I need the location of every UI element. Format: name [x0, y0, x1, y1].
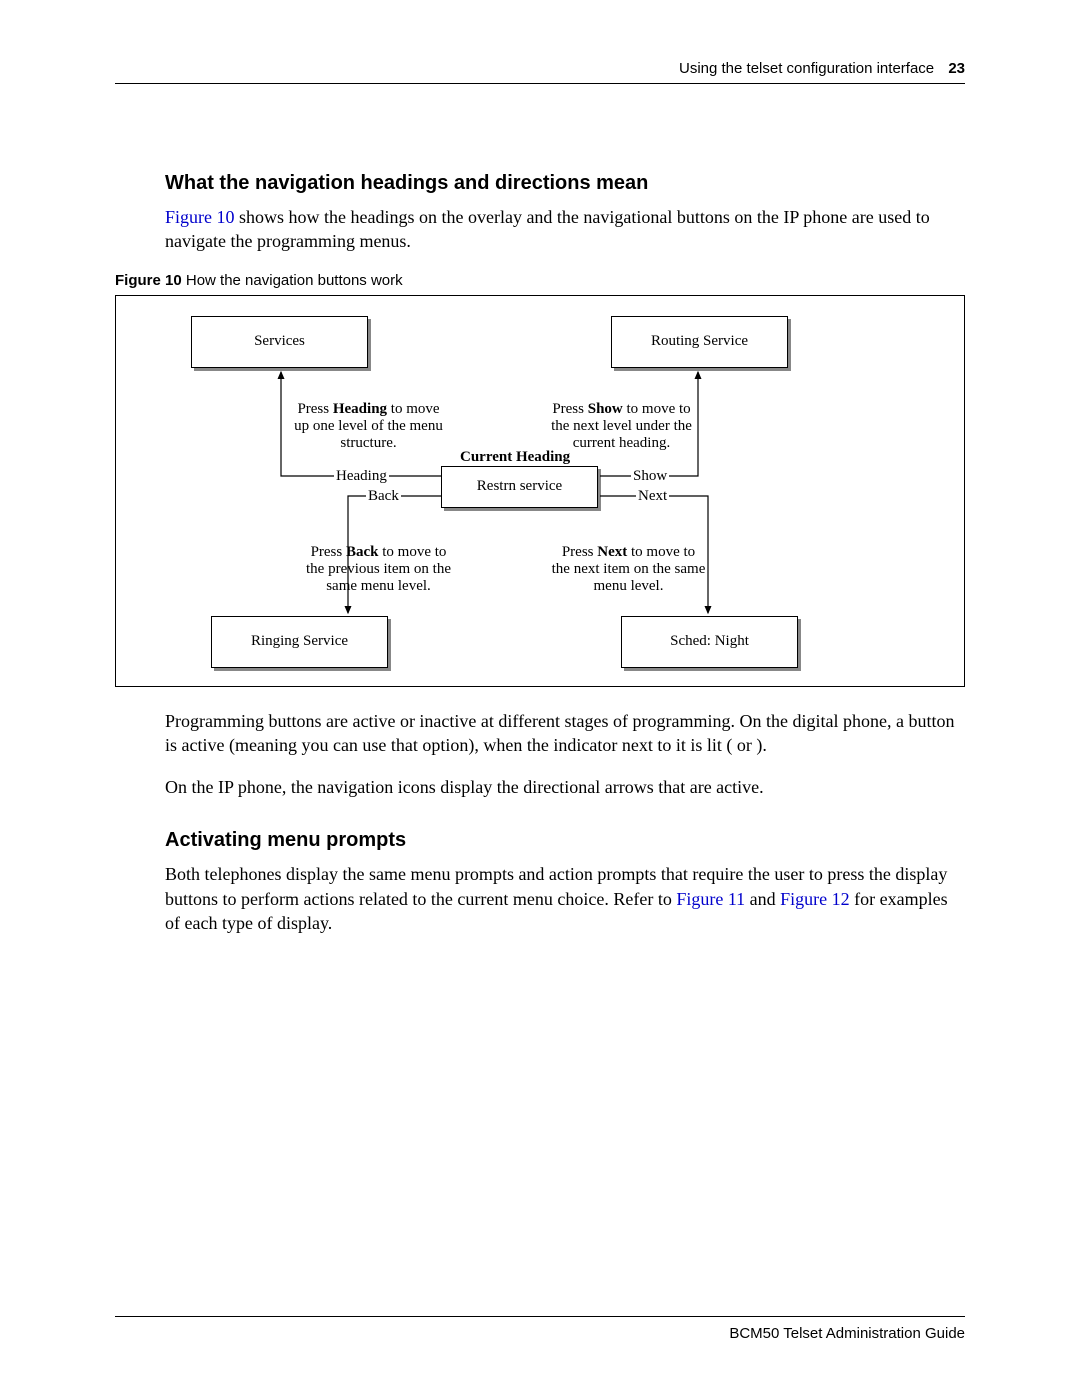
figure10-link[interactable]: Figure 10 [165, 207, 235, 227]
edge-heading: Heading [334, 468, 389, 485]
figure11-link[interactable]: Figure 11 [676, 889, 745, 909]
section2-title: Activating menu prompts [165, 829, 965, 852]
para-programming: Programming buttons are active or inacti… [165, 709, 965, 758]
footer: BCM50 Telset Administration Guide [115, 1316, 965, 1342]
figure12-link[interactable]: Figure 12 [780, 889, 850, 909]
diagram-lines [116, 296, 964, 686]
section1-title: What the navigation headings and directi… [165, 172, 965, 195]
para-ipphone: On the IP phone, the navigation icons di… [165, 775, 965, 799]
section2-body: Both telephones display the same menu pr… [165, 862, 965, 935]
page-number: 23 [948, 60, 965, 77]
section1-body-rest: shows how the headings on the overlay an… [165, 207, 930, 251]
edge-show: Show [631, 468, 669, 485]
edge-next: Next [636, 488, 669, 505]
running-head: Using the telset configuration interface… [115, 60, 965, 84]
figure-10: Services Routing Service Restrn service … [115, 295, 965, 687]
figure-label-rest: How the navigation buttons work [182, 272, 403, 289]
edge-back: Back [366, 488, 401, 505]
figure-label-strong: Figure 10 [115, 272, 182, 289]
header-section: Using the telset configuration interface [679, 60, 934, 77]
section1-body: Figure 10 shows how the headings on the … [165, 205, 965, 254]
figure-label: Figure 10 How the navigation buttons wor… [115, 272, 965, 289]
